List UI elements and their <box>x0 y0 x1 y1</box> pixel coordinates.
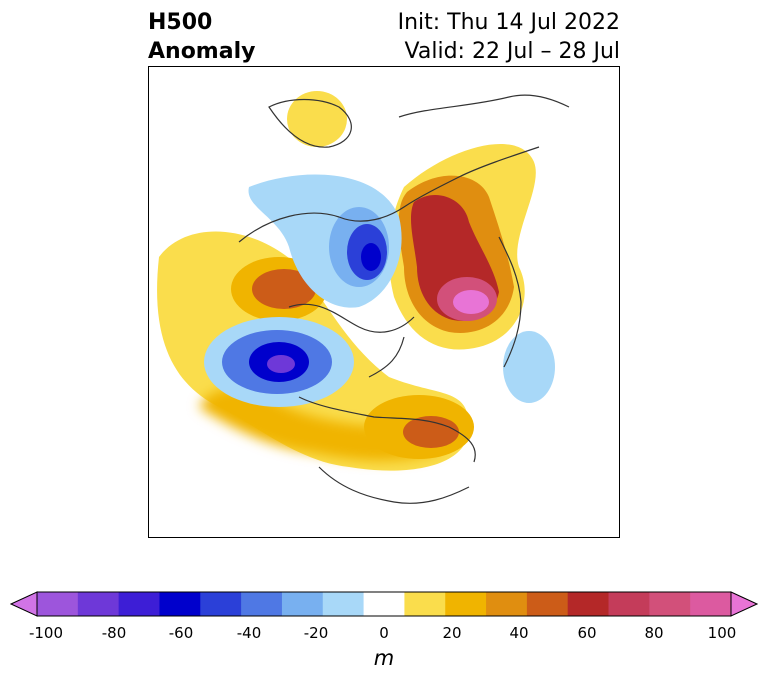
positive-anomaly-alaska-core <box>252 269 316 309</box>
negative-anomaly-pacific-core <box>267 355 295 373</box>
title-type: Anomaly <box>148 39 256 64</box>
colorbar-bin <box>649 592 691 616</box>
colorbar-bin <box>363 592 405 616</box>
colorbar-tick: -100 <box>28 624 64 642</box>
colorbar-bin <box>404 592 446 616</box>
valid-range: Valid: 22 Jul – 28 Jul <box>404 39 620 64</box>
init-date: Init: Thu 14 Jul 2022 <box>397 10 620 35</box>
colorbar-bin <box>281 592 324 616</box>
colorbar-tick: 40 <box>509 624 529 642</box>
colorbar-bin <box>322 592 365 616</box>
colorbar-tick: 60 <box>577 624 597 642</box>
colorbar-bin <box>37 592 79 616</box>
colorbar-bin <box>567 592 610 616</box>
colorbar-tick: 0 <box>379 624 389 642</box>
colorbar-bin <box>77 592 120 616</box>
colorbar-tick: 20 <box>442 624 462 642</box>
colorbar-tick: -60 <box>168 624 194 642</box>
colorbar <box>10 591 758 617</box>
colorbar-tick: -40 <box>236 624 262 642</box>
colorbar-bin <box>118 592 160 616</box>
colorbar-bin <box>445 592 487 616</box>
negative-anomaly-nw-pacific <box>503 331 555 403</box>
positive-anomaly-siberia-peak <box>453 290 489 314</box>
colorbar-bin <box>241 592 283 616</box>
title-left: H500 Anomaly <box>148 8 255 66</box>
colorbar-tick: 100 <box>707 624 737 642</box>
title-field: H500 <box>148 10 213 35</box>
colorbar-extend-high <box>730 591 758 617</box>
colorbar-unit-label: m <box>373 646 395 670</box>
colorbar-bin <box>608 592 650 616</box>
positive-anomaly-us-core <box>403 416 459 448</box>
coastlines <box>238 94 570 504</box>
anomaly-fields <box>157 91 555 471</box>
colorbar-bin <box>159 592 201 616</box>
colorbar-outline <box>36 591 732 617</box>
colorbar-bin <box>526 592 569 616</box>
colorbar-extend-low <box>10 591 38 617</box>
colorbar-tick: -20 <box>303 624 329 642</box>
colorbar-bin <box>200 592 242 616</box>
map-svg <box>149 67 619 537</box>
colorbar-bin <box>690 592 732 616</box>
colorbar-tick: 80 <box>644 624 664 642</box>
colorbar-bin <box>486 592 528 616</box>
positive-anomaly-scandinavia <box>287 91 347 147</box>
colorbar-tick: -80 <box>101 624 127 642</box>
anomaly-map <box>148 66 620 538</box>
title-right: Init: Thu 14 Jul 2022 Valid: 22 Jul – 28… <box>398 8 620 66</box>
negative-anomaly-arctic-core <box>361 243 381 271</box>
